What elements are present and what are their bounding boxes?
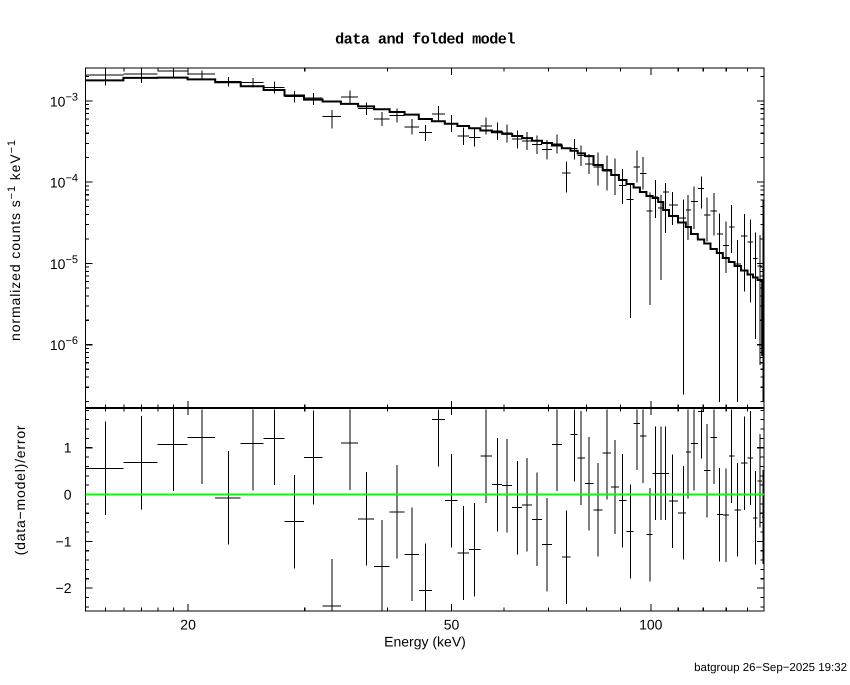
svg-text:20: 20 [180,617,196,633]
svg-text:−1: −1 [56,533,72,549]
svg-text:100: 100 [639,617,663,633]
svg-text:10−4: 10−4 [50,173,78,191]
svg-text:10−3: 10−3 [50,91,78,109]
svg-text:data and folded model: data and folded model [335,31,515,49]
svg-text:−2: −2 [56,580,72,596]
svg-text:Energy (keV): Energy (keV) [384,634,466,650]
svg-text:50: 50 [444,617,460,633]
svg-text:normalized counts s−1 keV−1: normalized counts s−1 keV−1 [6,139,23,341]
svg-text:0: 0 [64,487,72,503]
svg-text:batgroup 26−Sep−2025 19:32: batgroup 26−Sep−2025 19:32 [694,662,847,674]
svg-text:10−5: 10−5 [50,254,78,272]
svg-text:10−6: 10−6 [50,335,78,353]
svg-text:(data−model)/error: (data−model)/error [12,425,28,556]
svg-text:1: 1 [64,440,72,456]
